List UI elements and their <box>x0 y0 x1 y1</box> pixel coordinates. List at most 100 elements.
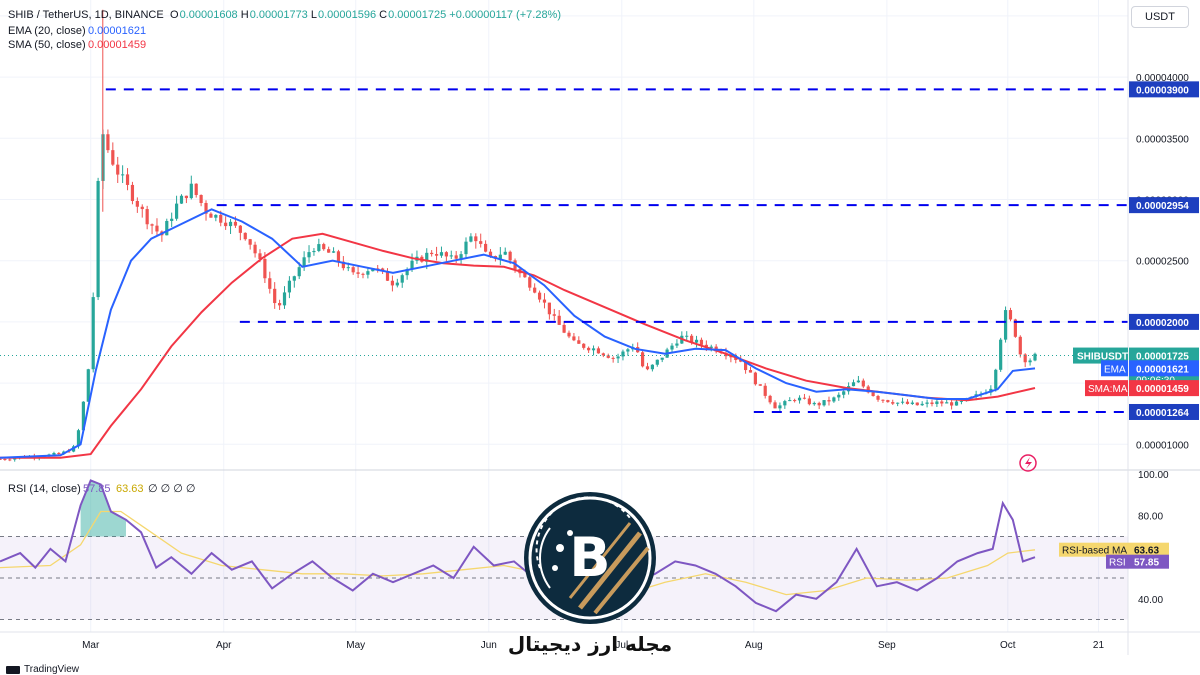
candle-body <box>145 209 149 225</box>
candle-body <box>474 236 478 242</box>
candle-body <box>758 384 762 386</box>
candle-body <box>96 180 100 298</box>
svg-text:B: B <box>569 526 610 589</box>
indicator-tag-name: SMA:MA <box>1088 384 1128 395</box>
candle-body <box>788 400 792 402</box>
y-tick-label: 0.00001000 <box>1136 440 1189 451</box>
candle-body <box>675 343 679 346</box>
candle-body <box>621 351 625 357</box>
rsi-ma-line[interactable] <box>0 510 1036 596</box>
candle-body <box>528 277 532 288</box>
candle-body <box>1008 310 1013 320</box>
candle-body <box>655 359 659 365</box>
candle-body <box>842 391 846 395</box>
candle-body <box>1023 354 1027 363</box>
candle-body <box>557 315 561 325</box>
candle-body <box>165 220 169 236</box>
candle-body <box>76 430 81 447</box>
candle-body <box>645 366 650 370</box>
symbol-tag-label: SHIBUSDT <box>1077 352 1128 363</box>
candle-body <box>331 251 336 253</box>
candle-body <box>287 280 292 293</box>
rsi-tag-value: 57.85 <box>1134 558 1159 569</box>
level-tag <box>1129 403 1199 420</box>
candle-body <box>572 336 576 341</box>
ema-legend-label[interactable]: EMA (20, close) <box>8 25 86 37</box>
candle-body <box>238 225 242 233</box>
currency-button[interactable]: USDT <box>1131 6 1189 28</box>
candle-body <box>498 254 502 259</box>
candle-body <box>891 402 895 404</box>
candle-body <box>866 386 870 393</box>
candle-body <box>81 401 85 431</box>
candle-body <box>381 268 385 271</box>
candle-body <box>273 288 277 304</box>
candle-body <box>67 451 71 453</box>
level-tag <box>1129 197 1199 214</box>
y-tick-label: 0.00002500 <box>1136 257 1189 268</box>
candle-body <box>390 280 395 286</box>
candle-body <box>351 267 355 273</box>
candle-body <box>822 400 826 406</box>
candle-body <box>469 236 473 242</box>
ema-line[interactable] <box>0 208 1036 459</box>
candle-body <box>346 267 350 269</box>
candle-body <box>405 269 409 276</box>
ohlc-values: O0.00001608 H0.00001773 L0.00001596 C0.0… <box>170 9 561 21</box>
candle-body <box>954 401 959 406</box>
candle-body <box>434 254 439 256</box>
candle-body <box>479 241 483 244</box>
x-tick-label: Apr <box>216 640 232 651</box>
rsi-legend-label[interactable]: RSI (14, close) <box>8 483 81 495</box>
candle-body <box>832 397 836 402</box>
rsi-tag-name: RSI-based MA <box>1062 546 1127 557</box>
candle-body <box>395 282 399 286</box>
candle-body <box>582 343 586 348</box>
rsi-line[interactable] <box>0 479 1036 613</box>
candle-body <box>611 357 615 359</box>
candle-body <box>567 332 571 337</box>
candle-body <box>1018 336 1022 355</box>
candle-body <box>773 402 777 409</box>
candle-body <box>881 399 885 401</box>
level-label: 0.00003900 <box>1136 85 1189 96</box>
rsi-y-tick-label: 40.00 <box>1138 595 1163 606</box>
x-tick-label: Aug <box>745 640 763 651</box>
candle-body <box>307 252 311 258</box>
candle-body <box>179 195 184 204</box>
candle-body <box>297 267 301 277</box>
candle-body <box>812 402 816 405</box>
rsi-y-tick-label: 80.00 <box>1138 512 1163 523</box>
indicator-tag-name: EMA <box>1104 364 1126 375</box>
rsi-y-tick-label: 100.00 <box>1138 470 1169 481</box>
candle-body <box>484 243 488 252</box>
x-tick-label: Mar <box>82 640 100 651</box>
level-tag <box>1129 313 1199 330</box>
candle-body <box>739 359 743 362</box>
candle-body <box>856 380 861 383</box>
candle-body <box>910 402 914 404</box>
candle-body <box>950 402 954 406</box>
candle-body <box>827 400 831 402</box>
sma-line[interactable] <box>0 232 1036 459</box>
lightning-icon[interactable] <box>1019 454 1037 472</box>
candle-body <box>263 258 267 279</box>
sma-legend-label[interactable]: SMA (50, close) <box>8 39 86 51</box>
candle-body <box>454 255 458 259</box>
tradingview-logo[interactable]: TradingView <box>6 664 79 675</box>
candle-body <box>670 345 674 350</box>
candle-body <box>106 134 110 151</box>
candle-body <box>410 260 414 270</box>
rsi-tag-value-box <box>1129 542 1169 557</box>
candle-body <box>243 232 247 240</box>
tradingview-icon <box>6 665 20 674</box>
candle-body <box>837 394 841 398</box>
candle-body <box>116 164 120 175</box>
candle-body <box>591 348 596 351</box>
candle-body <box>640 352 645 367</box>
watermark-caption: مجله ارز دیجیتال <box>507 632 673 656</box>
y-tick-label: 0.00003500 <box>1136 134 1189 145</box>
symbol-title[interactable]: SHIB / TetherUS, 1D, BINANCE <box>8 9 164 21</box>
rsi-tag <box>1059 542 1129 557</box>
candle-body <box>199 194 203 203</box>
